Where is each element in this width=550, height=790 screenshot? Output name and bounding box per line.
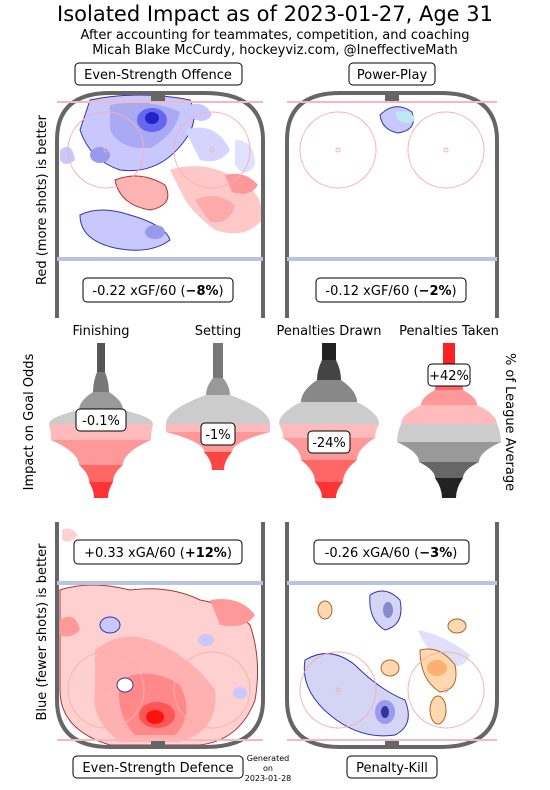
violin-band — [315, 482, 343, 498]
violin-value-box — [200, 422, 236, 446]
violin-band — [317, 360, 341, 380]
violin-value-box — [307, 430, 351, 454]
generated-line-3: 2023-01-28 — [245, 774, 292, 783]
subtitle-2: Micah Blake McCurdy, hockeyviz.com, @Ine… — [92, 43, 458, 58]
violin-band — [421, 390, 477, 405]
page-title: Isolated Impact as of 2023-01-27, Age 31 — [57, 2, 493, 26]
violin-category-label: Penalties Taken — [399, 324, 499, 339]
violin-setting: Setting -1% — [166, 324, 270, 470]
violin-band — [213, 343, 223, 378]
violin-band — [397, 424, 501, 442]
violin-value-box — [75, 408, 127, 432]
violin-band — [79, 392, 123, 410]
label-penalty-kill: Penalty-Kill — [356, 761, 428, 776]
generated-line-1: Generated — [247, 754, 289, 763]
violin-group: Finishing -0.1% Setting -1% Penalties Drawn -… — [49, 324, 501, 498]
violin-band — [204, 452, 232, 470]
violin-band — [322, 343, 336, 360]
ylabel-top: Red (more shots) is better — [35, 114, 50, 285]
stat-es-defence: +0.33 xGA/60 (+12%) — [84, 546, 232, 561]
label-es-offence: Even-Strength Offence — [84, 68, 232, 83]
violin-band — [435, 478, 463, 498]
violin-finishing: Finishing -0.1% — [49, 324, 153, 498]
violin-category-label: Finishing — [72, 324, 129, 339]
label-es-defence: Even-Strength Defence — [82, 761, 233, 776]
violin-category-label: Penalties Drawn — [277, 324, 382, 339]
violin-value-label: -1% — [205, 428, 230, 443]
violin-penalties-drawn: Penalties Drawn -24% — [277, 324, 382, 498]
label-power-play: Power-Play — [357, 68, 428, 83]
ylabel-bottom: Blue (fewer shots) is better — [35, 543, 50, 721]
violin-band — [301, 380, 357, 402]
violin-band — [166, 395, 270, 424]
stat-es-offence: -0.22 xGF/60 (−8%) — [92, 284, 223, 299]
violin-value-label: +42% — [429, 369, 469, 384]
violin-penalties-taken: Penalties Taken +42% — [397, 324, 501, 498]
ylabel-middle: Impact on Goal Odds — [22, 353, 37, 490]
violin-category-label: Setting — [195, 324, 242, 339]
violin-band — [419, 462, 479, 478]
generated-line-2: on — [263, 764, 273, 773]
subtitle-1: After accounting for teammates, competit… — [80, 28, 470, 43]
rink-es-offence — [55, 91, 265, 318]
violin-value-label: -0.1% — [82, 414, 120, 429]
violin-band — [93, 372, 109, 392]
violin-band — [397, 442, 501, 462]
violin-band — [401, 405, 497, 424]
violin-band — [97, 343, 105, 372]
violin-value-box — [427, 363, 471, 387]
violin-band — [79, 465, 123, 482]
ylabel-right: % of League Average — [502, 353, 517, 491]
stat-power-play: -0.12 xGF/60 (−2%) — [325, 284, 456, 299]
violin-band — [301, 460, 357, 482]
violin-band — [206, 378, 230, 395]
violin-band — [89, 482, 113, 498]
violin-band — [51, 440, 151, 465]
stat-penalty-kill: -0.26 xGA/60 (−3%) — [325, 546, 458, 561]
violin-band — [279, 402, 379, 424]
violin-value-label: -24% — [312, 436, 346, 451]
violin-band — [49, 424, 153, 440]
